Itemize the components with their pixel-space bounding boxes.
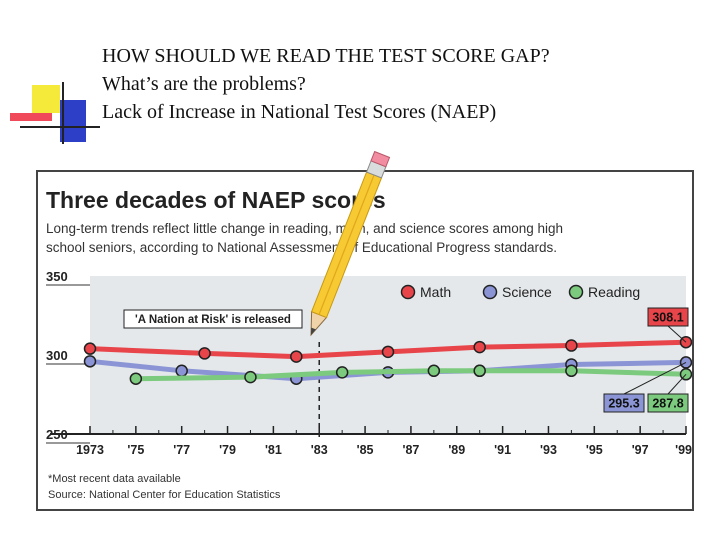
slide-heading: HOW SHOULD WE READ THE TEST SCORE GAP? W…: [102, 42, 702, 126]
end-value-leader: [623, 361, 687, 395]
x-tick-label: '91: [494, 443, 511, 457]
x-tick-label: '79: [219, 443, 236, 457]
decor-vertical-line: [62, 82, 64, 144]
x-tick-label: '83: [311, 443, 328, 457]
heading-line-2: What’s are the problems?: [102, 73, 306, 95]
data-point-science: [83, 355, 97, 368]
end-value-leader: [667, 373, 687, 395]
data-point-reading: [473, 364, 486, 378]
x-tick-label: '81: [265, 443, 282, 457]
chart-frame: Three decades of NAEP scores Long-term t…: [36, 170, 697, 511]
end-value-label-science: 295.3: [608, 397, 639, 411]
footnote-most-recent: *Most recent data available: [48, 473, 181, 485]
decor-horizontal-line: [20, 126, 100, 128]
data-point-math: [565, 339, 578, 352]
x-tick-label: '89: [448, 443, 465, 457]
data-point-reading: [129, 372, 143, 385]
footnote-source: Source: National Center for Education St…: [48, 489, 281, 501]
x-tick-label: '85: [357, 443, 374, 457]
end-value-label-reading: 287.8: [652, 397, 683, 411]
data-point-math: [198, 347, 211, 360]
x-tick-label: '95: [586, 443, 603, 457]
data-point-reading: [335, 366, 349, 379]
data-point-reading: [565, 364, 578, 378]
y-tick-label: 300: [46, 348, 68, 363]
data-point-reading: [427, 364, 441, 378]
data-point-math: [290, 350, 303, 363]
x-tick-label: '97: [632, 443, 649, 457]
chart-subtitle-line-1: Long-term trends reflect little change i…: [46, 221, 563, 236]
legend-label-reading: Reading: [588, 284, 640, 300]
pencil-icon: [310, 150, 391, 337]
heading-line-3: Lack of Increase in National Test Scores…: [102, 101, 497, 123]
data-point-math: [83, 342, 97, 355]
decor-red-bar: [10, 113, 52, 121]
chart-subtitle-line-2: school seniors, according to National As…: [46, 240, 557, 255]
legend-swatch-reading: [568, 284, 584, 300]
legend-swatch-math: [400, 284, 416, 300]
end-value-leader: [667, 325, 687, 343]
decor-yellow-square: [32, 85, 60, 113]
annotation-label: 'A Nation at Risk' is released: [135, 314, 291, 326]
annotation-box: [123, 309, 303, 329]
x-tick-label: '77: [173, 443, 190, 457]
heading-line-1: HOW SHOULD WE READ THE TEST SCORE GAP?: [102, 45, 550, 67]
x-tick-label: 1973: [76, 443, 104, 457]
plot-area: 2503003501973'75'77'79'81'83'85'87'89'91…: [46, 269, 697, 457]
end-value-label-math: 308.1: [652, 311, 683, 325]
y-tick-label: 350: [46, 269, 68, 284]
legend-swatch-science: [482, 284, 498, 300]
x-tick-label: '93: [540, 443, 557, 457]
data-point-reading: [244, 370, 257, 384]
decor-blue-square: [60, 100, 86, 142]
x-tick-label: '75: [127, 443, 144, 457]
x-tick-label: '99*: [675, 443, 692, 457]
chart-title: Three decades of NAEP scores: [46, 187, 386, 213]
naep-chart: Three decades of NAEP scores Long-term t…: [46, 187, 697, 501]
x-tick-label: '87: [402, 443, 419, 457]
legend-label-math: Math: [420, 284, 451, 300]
legend-label-science: Science: [502, 284, 552, 300]
data-point-math: [381, 345, 395, 359]
data-point-math: [473, 340, 486, 354]
